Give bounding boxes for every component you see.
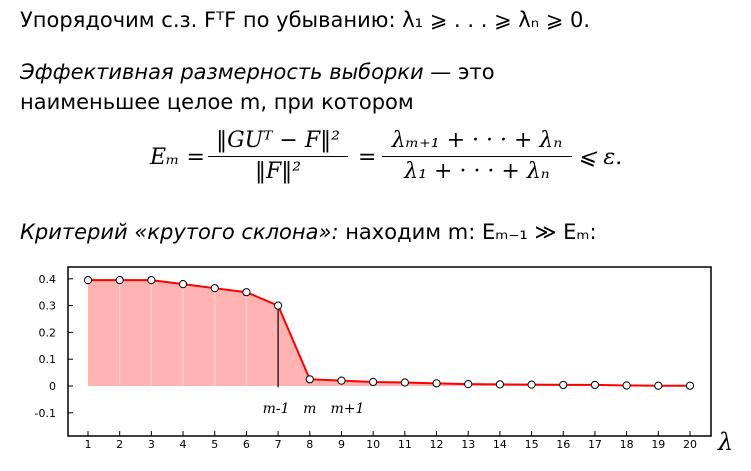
formula-equals: = xyxy=(358,145,377,170)
definition-term: Эффективная размерность выборки xyxy=(20,60,424,84)
x-tick-label: 15 xyxy=(525,438,539,451)
x-tick-label: 1 xyxy=(85,438,92,451)
x-tick-label: 17 xyxy=(588,438,602,451)
x-tick-label: 19 xyxy=(651,438,665,451)
data-point xyxy=(115,276,124,285)
data-point xyxy=(400,378,409,387)
data-point xyxy=(654,381,663,390)
definition-dash: — это xyxy=(423,60,495,84)
definition-line: Эффективная размерность выборки — это xyxy=(20,60,495,84)
data-point xyxy=(83,276,93,285)
y-tick-label: 0.2 xyxy=(39,326,57,339)
criterion-rest: находим m: Eₘ₋₁ ≫ Eₘ: xyxy=(338,220,597,244)
data-point xyxy=(305,375,314,384)
data-point xyxy=(559,380,568,390)
x-tick-label: 9 xyxy=(338,438,345,451)
x-tick-label: 3 xyxy=(148,438,155,451)
y-tick-label: 0.4 xyxy=(39,273,57,286)
eigenvalue-tail-chart: 0.40.30.20.10-0.1 1 2 3 4 5 6 7 8 9 10 11 12 13 14 15 1… xyxy=(35,266,733,456)
x-tick-label: 14 xyxy=(493,438,507,451)
x-tick-label: 20 xyxy=(683,438,697,451)
y-tick-label: -0.1 xyxy=(35,407,56,420)
formula-fraction-1-numerator: ‖GUᵀ − F‖² xyxy=(208,126,348,157)
data-point xyxy=(147,276,156,285)
formula-fraction-2-denominator: λ₁ + · · · + λₙ xyxy=(404,159,550,184)
formula-fraction-1: ‖GUᵀ − F‖² ‖F‖² xyxy=(208,126,348,187)
x-tick-label: 11 xyxy=(398,438,412,451)
data-point xyxy=(685,381,695,390)
x-tick-label: 18 xyxy=(620,438,634,451)
formula-fraction-2: λₘ₊₁ + · · · + λₙ λ₁ + · · · + λₙ xyxy=(382,126,572,187)
x-axis-lambda-label: λ xyxy=(717,428,733,456)
data-point xyxy=(527,380,536,389)
x-tick-label: 13 xyxy=(461,438,475,451)
data-point xyxy=(178,280,188,289)
y-tick-label: 0.1 xyxy=(39,353,57,366)
formula-rhs: ⩽ ε. xyxy=(578,145,623,170)
data-point xyxy=(210,284,219,293)
data-point xyxy=(369,377,378,387)
x-tick-label: 5 xyxy=(211,438,218,451)
definition-continuation: наименьшее целое m, при котором xyxy=(20,90,414,114)
annotation-label: m xyxy=(303,401,316,417)
formula-fraction-2-numerator: λₘ₊₁ + · · · + λₙ xyxy=(382,126,572,157)
formula-fraction-1-denominator: ‖F‖² xyxy=(254,159,302,184)
x-tick-label: 12 xyxy=(430,438,444,451)
eigenvalue-order-line: Упорядочим с.з. FᵀF по убыванию: λ₁ ⩾ . … xyxy=(20,8,591,32)
x-tick-label: 2 xyxy=(116,438,123,451)
x-tick-label: 4 xyxy=(180,438,187,451)
effective-dimension-formula: Eₘ = ‖GUᵀ − F‖² ‖F‖² = λₘ₊₁ + · · · + λₙ… xyxy=(150,126,630,196)
annotation-label: m-1 xyxy=(263,401,290,417)
data-point xyxy=(495,380,504,389)
annotation-label: m+1 xyxy=(331,401,365,417)
data-point xyxy=(242,288,251,297)
data-point xyxy=(590,380,600,390)
steep-slope-criterion-line: Критерий «крутого склона»: находим m: Eₘ… xyxy=(20,220,597,244)
criterion-term: Критерий «крутого склона»: xyxy=(20,220,339,244)
data-point xyxy=(464,380,473,389)
data-point xyxy=(274,301,283,310)
x-tick-label: 8 xyxy=(306,438,313,451)
data-point xyxy=(432,379,441,388)
x-tick-label: 10 xyxy=(366,438,380,451)
data-point xyxy=(622,381,631,390)
data-point xyxy=(337,376,346,385)
y-tick-label: 0 xyxy=(49,380,56,393)
area-fill xyxy=(88,280,690,386)
series-line xyxy=(88,279,690,387)
y-tick-label: 0.3 xyxy=(39,300,57,313)
formula-lhs: Eₘ = xyxy=(150,145,205,170)
x-tick-label: 7 xyxy=(275,438,282,451)
x-tick-label: 6 xyxy=(243,438,250,451)
x-tick-label: 16 xyxy=(556,438,570,451)
